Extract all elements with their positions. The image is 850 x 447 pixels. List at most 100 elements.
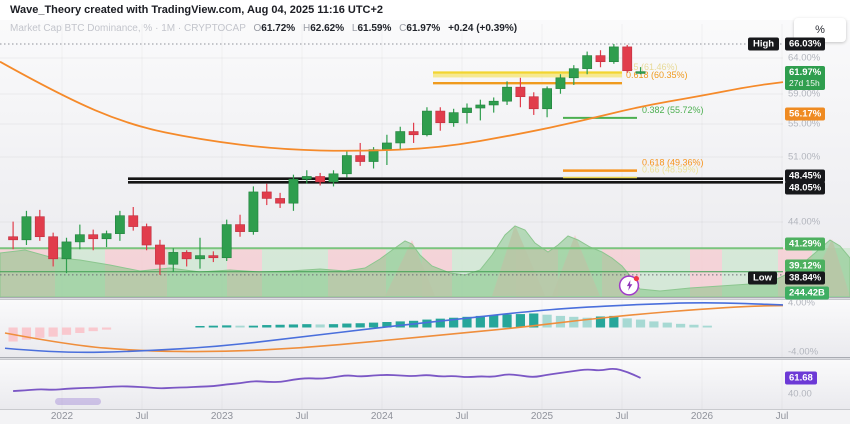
low-value: 61.59%	[357, 23, 392, 34]
price-label-chip[interactable]: 61.97% 27d 15h	[785, 66, 826, 90]
candle-body	[422, 110, 432, 136]
candle-body	[328, 173, 339, 183]
time-axis-label[interactable]: Jul	[295, 411, 309, 422]
price-label-chip[interactable]: 39.12%	[785, 259, 826, 273]
time-axis-label[interactable]: Jul	[775, 411, 789, 422]
candle-body	[8, 236, 18, 241]
candle-body	[181, 252, 192, 260]
price-axis-tick: 59.00%	[788, 88, 821, 100]
time-axis-label[interactable]: Jul	[615, 411, 629, 422]
band-stripe	[328, 248, 386, 297]
time-axis-label[interactable]: 2025	[530, 411, 554, 422]
time-axis-label[interactable]: Jul	[135, 411, 149, 422]
macd-histogram-bar	[462, 316, 472, 328]
candle-body	[88, 234, 99, 240]
change-value: +0.24 (+0.39%)	[448, 23, 518, 34]
fib-label: 0.618 (60.35%)	[626, 70, 688, 80]
candle-body	[141, 226, 152, 246]
macd-histogram-bar	[88, 327, 98, 332]
price-tag-high: High	[748, 37, 780, 51]
rsi-value-chip[interactable]: 61.68	[785, 371, 817, 385]
candle-body	[462, 107, 472, 113]
rsi-line	[13, 367, 641, 392]
macd-histogram-bar	[676, 323, 686, 328]
macd-histogram-bar	[595, 316, 606, 328]
low-label: L	[351, 23, 358, 34]
candle-body	[168, 252, 179, 265]
price-label-chip[interactable]: 244.42B	[785, 286, 829, 300]
candle-body	[235, 224, 245, 232]
macd-histogram-bar	[235, 325, 245, 328]
pane-separator[interactable]	[0, 357, 850, 360]
band-stripe	[690, 248, 722, 297]
candle-body	[568, 68, 579, 79]
price-label-chip[interactable]: 66.03%	[785, 37, 826, 51]
rsi-axis-tick: 40.00	[788, 388, 812, 400]
high-label: H	[302, 23, 311, 34]
macd-histogram-bar	[502, 314, 512, 328]
flash-alert-icon[interactable]	[618, 274, 641, 297]
fib-label: 0.618 (49.36%)	[642, 158, 704, 168]
macd-chart-canvas[interactable]	[0, 300, 850, 357]
exchange-label: CRYPTOCAP	[184, 23, 246, 34]
fib-band	[433, 72, 622, 78]
macd-histogram-bar	[569, 316, 579, 328]
macd-histogram-bar	[342, 323, 352, 328]
symbol-legend[interactable]: Market Cap BTC Dominance, % · 1M · CRYPT…	[10, 23, 517, 34]
candle-body	[555, 77, 566, 89]
candle-body	[515, 86, 526, 98]
macd-histogram-bar	[689, 324, 699, 328]
symbol-name[interactable]: Market Cap BTC Dominance, %	[10, 23, 153, 34]
price-label-chip[interactable]: 41.29%	[785, 237, 826, 251]
macd-pane[interactable]	[0, 300, 850, 357]
macd-histogram-bar	[649, 321, 659, 328]
band-stripe	[227, 248, 262, 297]
candle-body	[288, 178, 299, 204]
time-axis-label[interactable]: 2024	[370, 411, 394, 422]
rsi-chart-canvas[interactable]	[0, 360, 850, 409]
candle-body	[21, 216, 32, 241]
main-price-pane[interactable]: 0.5 (61.46%) 0.618 (60.35%) 0.382 (55.72%)…	[0, 20, 850, 298]
candle-body	[381, 142, 392, 150]
candle-body	[341, 155, 352, 175]
candle-body	[155, 244, 165, 265]
price-label-chip[interactable]: 56.17%	[785, 107, 826, 121]
time-axis-label[interactable]: 2026	[690, 411, 714, 422]
candle-body	[261, 191, 272, 199]
macd-histogram-bar	[355, 323, 365, 328]
price-tag-low: Low	[748, 271, 777, 285]
macd-histogram-bar	[422, 319, 432, 328]
price-label-chip[interactable]: 48.45%	[785, 169, 826, 183]
time-axis[interactable]	[0, 409, 850, 424]
candle-body	[448, 112, 459, 124]
legend-separator: ·	[155, 23, 159, 34]
price-label-chip[interactable]: 48.05%	[785, 181, 826, 195]
macd-histogram-bar	[208, 325, 218, 328]
macd-histogram-bar	[382, 322, 392, 328]
macd-histogram-bar	[555, 315, 566, 328]
macd-axis-tick: -4.00%	[788, 346, 819, 358]
time-axis-label[interactable]: 2023	[210, 411, 234, 422]
price-axis-tick: 51.00%	[788, 151, 821, 163]
macd-histogram-bar	[262, 325, 272, 328]
rsi-pane[interactable]	[0, 360, 850, 409]
interval-label[interactable]: 1M	[161, 23, 176, 34]
macd-histogram-bar	[395, 321, 405, 328]
time-axis-label[interactable]: 2022	[50, 411, 74, 422]
fib-label: 0.382 (55.72%)	[642, 105, 704, 115]
open-label: O	[253, 23, 262, 34]
pane-separator[interactable]	[0, 297, 850, 300]
title-bar: Wave_Theory created with TradingView.com…	[0, 0, 850, 20]
open-value: 61.72%	[261, 23, 296, 34]
candle-body	[488, 100, 499, 106]
candle-body	[275, 198, 285, 204]
price-label-chip[interactable]: 38.84%	[785, 271, 826, 285]
macd-histogram-bar	[529, 313, 539, 328]
band-peak	[552, 235, 600, 296]
time-axis-label[interactable]: Jul	[455, 411, 469, 422]
price-chart-canvas[interactable]: 0.5 (61.46%)0.618 (60.35%) 0.382 (55.72%)…	[0, 20, 850, 298]
macd-histogram-bar	[515, 314, 525, 328]
legend-separator: ·	[177, 23, 182, 34]
candle-body	[195, 255, 205, 260]
macd-histogram-bar	[635, 319, 646, 328]
